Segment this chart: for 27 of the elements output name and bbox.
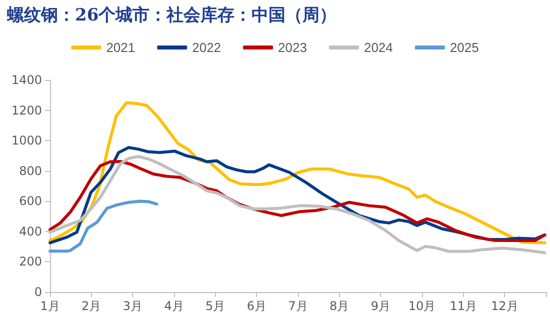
y-tick-label: 0 — [34, 285, 42, 299]
x-tick-label: 11月 — [450, 299, 477, 313]
x-tick-label: 3月 — [122, 299, 142, 313]
x-tick-label: 7月 — [288, 299, 308, 313]
y-tick-label: 1400 — [11, 73, 42, 87]
x-tick-label: 8月 — [330, 299, 350, 313]
y-tick-label: 800 — [19, 164, 42, 178]
x-tick-label: 9月 — [370, 299, 390, 313]
chart-title: 螺纹钢：26个城市：社会库存：中国（周） — [6, 6, 337, 26]
y-tick-label: 1000 — [11, 134, 42, 148]
x-tick-label: 6月 — [246, 299, 266, 313]
legend-label: 2025 — [450, 40, 479, 55]
y-tick-label: 200 — [19, 254, 42, 269]
x-tick-label: 1月 — [40, 299, 60, 313]
line-series — [48, 200, 158, 253]
x-tick-label: 12月 — [491, 299, 518, 313]
x-tick-label: 2月 — [82, 299, 102, 313]
y-tick-label: 400 — [19, 224, 42, 238]
x-tick-label: 10月 — [408, 299, 436, 313]
y-tick-label: 600 — [19, 194, 42, 208]
legend-label: 2022 — [192, 40, 222, 55]
y-tick-label: 1200 — [11, 103, 42, 118]
legend-label: 2021 — [106, 40, 136, 55]
legend-label: 2024 — [364, 40, 393, 55]
x-tick-label: 5月 — [206, 299, 226, 313]
legend-label: 2023 — [278, 40, 307, 55]
x-tick-label: 4月 — [164, 299, 184, 313]
